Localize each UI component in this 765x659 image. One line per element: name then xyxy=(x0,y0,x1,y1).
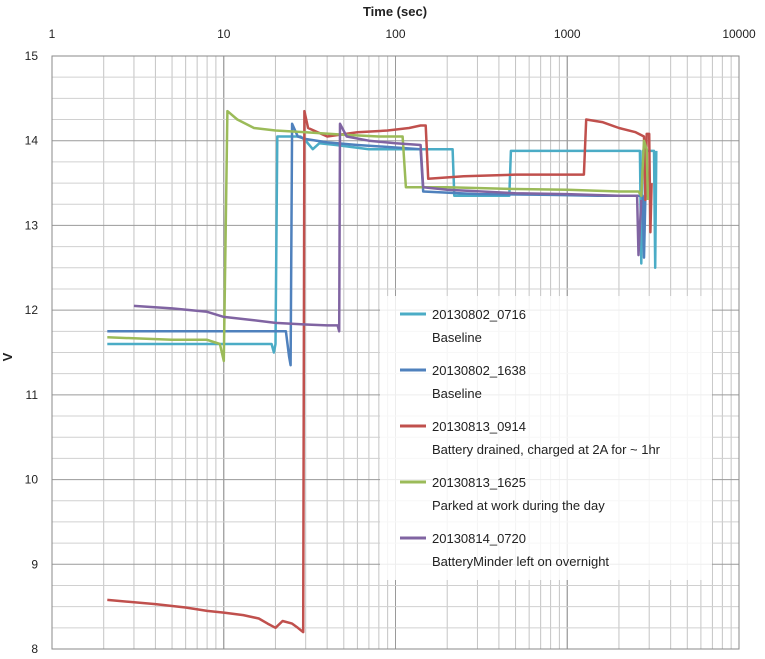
y-tick-label: 12 xyxy=(25,303,39,317)
series-line xyxy=(133,122,643,333)
series-line xyxy=(107,135,658,354)
series-line xyxy=(107,109,653,634)
y-tick-label: 8 xyxy=(31,642,38,656)
tick-labels: 1 10 100 1000 10000 8 9 10 11 12 13 14 15 xyxy=(25,27,756,656)
series-line xyxy=(107,109,650,363)
legend: 20130802_0716 Baseline 20130802_1638 Baseli… xyxy=(380,296,712,580)
y-tick-label: 10 xyxy=(25,473,39,487)
plot-border xyxy=(51,55,740,650)
legend-series-name: 20130802_0716 xyxy=(432,307,526,322)
y-tick-label: 11 xyxy=(26,388,39,402)
x-tick-label: 1000 xyxy=(554,27,581,41)
legend-series-name: 20130813_1625 xyxy=(432,475,526,490)
legend-series-name: 20130813_0914 xyxy=(432,419,526,434)
x-axis-title: Time (sec) xyxy=(363,4,427,19)
legend-series-name: 20130802_1638 xyxy=(432,363,526,378)
legend-series-description: Parked at work during the day xyxy=(432,498,605,513)
legend-series-description: Battery drained, charged at 2A for ~ 1hr xyxy=(432,442,661,457)
y-tick-label: 13 xyxy=(25,218,39,232)
y-axis-title: V xyxy=(0,352,15,361)
series-lines xyxy=(107,109,658,634)
x-tick-label: 100 xyxy=(385,27,405,41)
legend-box xyxy=(380,296,712,580)
y-tick-label: 15 xyxy=(25,49,39,63)
legend-series-description: BatteryMinder left on overnight xyxy=(432,554,609,569)
y-tick-label: 14 xyxy=(25,134,39,148)
legend-series-description: Baseline xyxy=(432,386,482,401)
legend-series-name: 20130814_0720 xyxy=(432,531,526,546)
y-tick-label: 9 xyxy=(31,557,38,571)
legend-series-description: Baseline xyxy=(432,330,482,345)
x-tick-label: 1 xyxy=(49,27,56,41)
x-tick-label: 10000 xyxy=(722,27,756,41)
x-tick-label: 10 xyxy=(217,27,231,41)
series-line xyxy=(107,122,650,367)
